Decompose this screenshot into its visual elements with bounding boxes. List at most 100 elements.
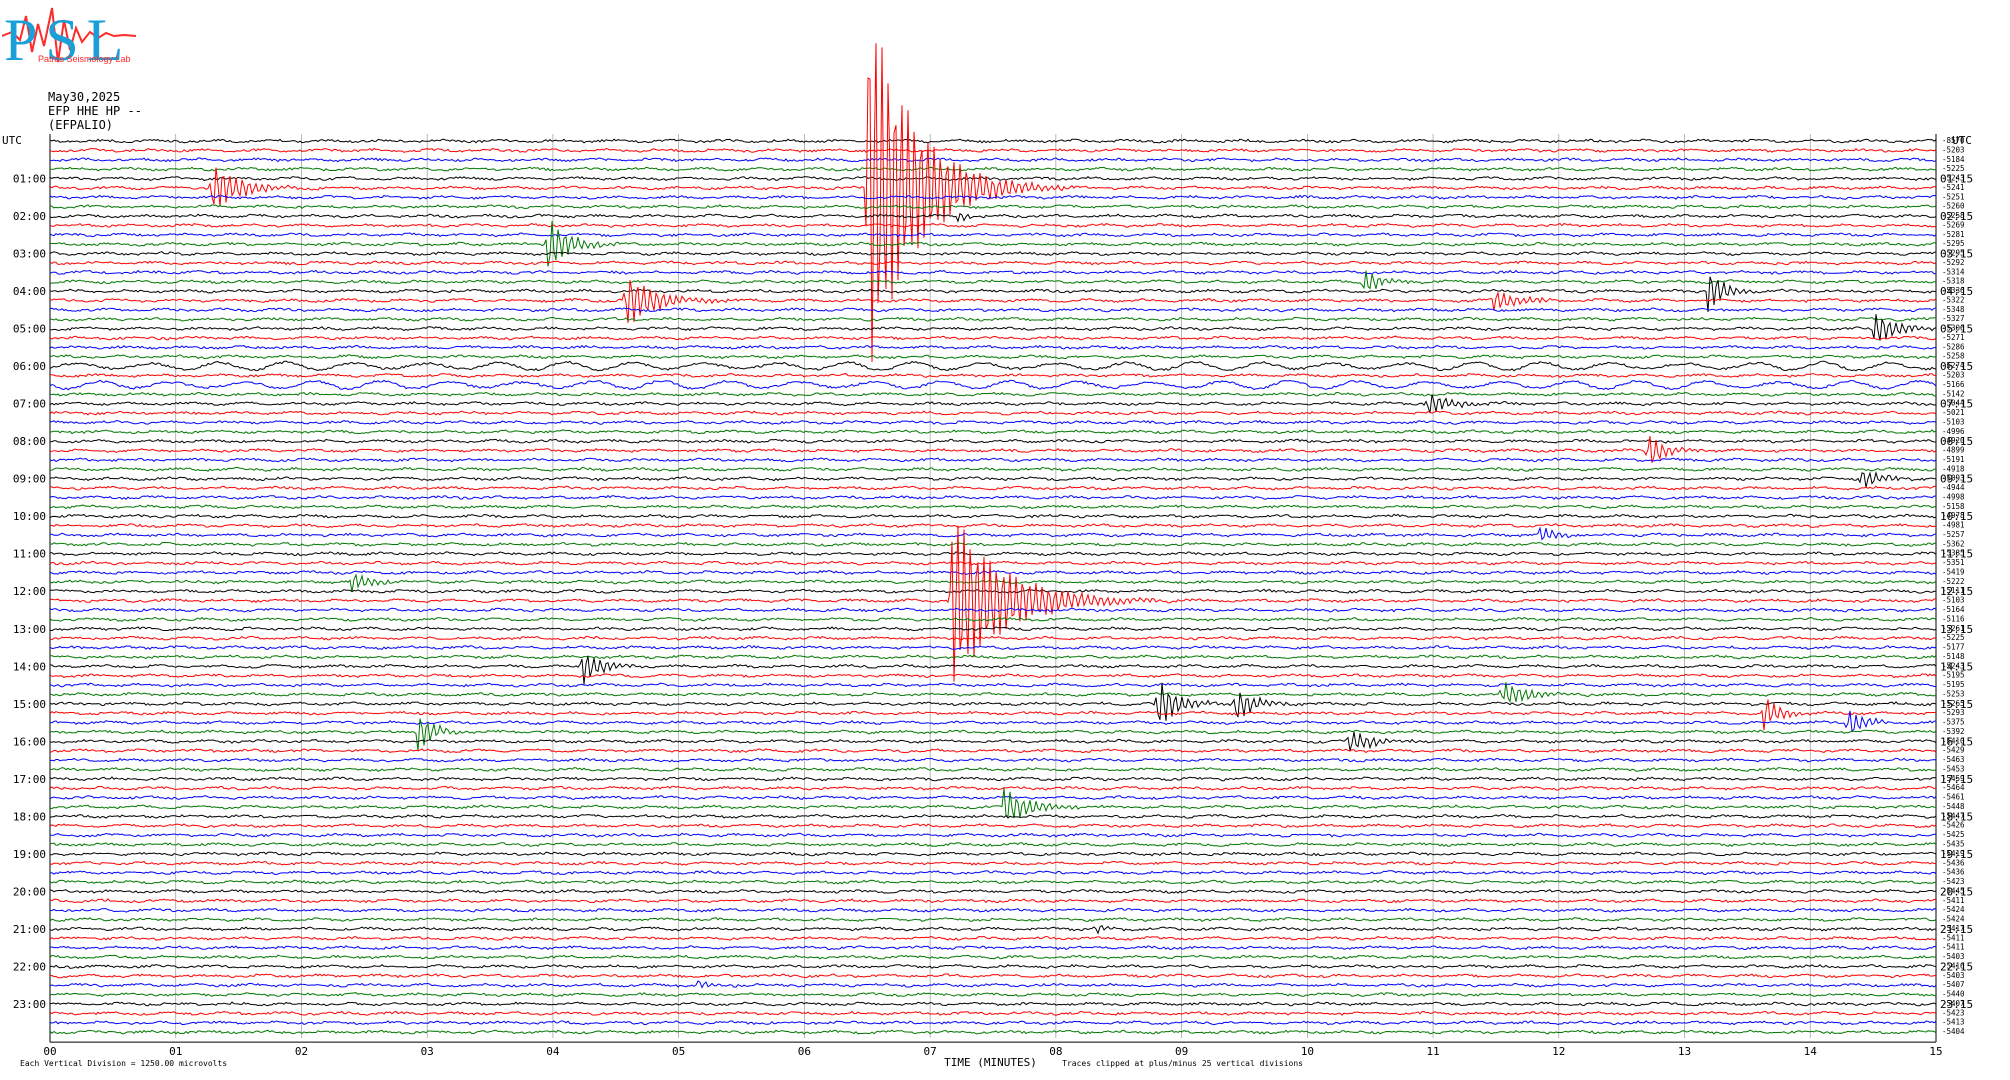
seismic-trace <box>49 513 1937 519</box>
seismic-trace <box>49 523 1937 529</box>
trace-offset-label: -5351 <box>1942 558 1965 567</box>
trace-offset-label: -5419 <box>1942 849 1965 858</box>
seismic-trace <box>50 526 1937 541</box>
hour-label-left: 21:00 <box>13 923 46 936</box>
seismic-trace <box>49 795 1937 801</box>
seismic-trace <box>50 832 1936 838</box>
trace-offset-label: -5348 <box>1942 305 1965 314</box>
seismic-trace <box>49 429 1937 435</box>
trace-offset-label: -5436 <box>1942 858 1965 867</box>
seismic-trace <box>49 954 1937 960</box>
trace-offset-label: -5281 <box>1942 230 1965 239</box>
hour-label-right: 04:15 <box>1940 285 1973 298</box>
x-tick-label: 00 <box>43 1045 56 1058</box>
seismic-trace <box>49 935 1937 941</box>
trace-offset-label: -5440 <box>1942 990 1965 999</box>
seismic-trace <box>49 470 1937 488</box>
seismic-trace <box>49 494 1936 501</box>
trace-offset-label: -5314 <box>1942 267 1965 276</box>
seismic-trace <box>49 232 1937 238</box>
hour-label-right: 21:15 <box>1940 923 1973 936</box>
scale-note: Each Vertical Division = 1250.00 microvo… <box>20 1059 227 1068</box>
seismic-trace <box>49 372 1937 379</box>
hour-label-left: 11:00 <box>13 548 46 561</box>
hour-label-right: 05:15 <box>1940 323 1973 336</box>
trace-offset-label: -5158 <box>1942 502 1965 511</box>
hour-label-left: 05:00 <box>13 323 46 336</box>
channel-code: EFP HHE HP -- <box>48 104 142 118</box>
x-axis-title: TIME (MINUTES) <box>944 1056 1037 1069</box>
right-timezone-label: UTC <box>1952 134 1972 147</box>
seismic-trace <box>49 222 1937 228</box>
trace-offset-label: -8570 <box>1942 136 1965 145</box>
trace-offset-label: -5292 <box>1942 258 1965 267</box>
trace-offset-label: -5260 <box>1942 202 1965 211</box>
seismic-trace <box>49 588 1937 594</box>
hour-label-right: 20:15 <box>1940 885 1973 898</box>
seismic-trace <box>49 394 1937 414</box>
x-tick-label: 03 <box>421 1045 434 1058</box>
trace-offset-label: -5177 <box>1942 643 1965 652</box>
seismic-trace <box>49 963 1937 969</box>
seismic-trace <box>49 344 1936 350</box>
hour-label-left: 18:00 <box>13 810 46 823</box>
seismic-trace <box>49 276 1937 313</box>
seismic-trace <box>49 731 1937 751</box>
seismic-trace <box>49 270 1937 290</box>
trace-offset-label: -5448 <box>1942 802 1965 811</box>
trace-offset-label: -5293 <box>1942 708 1965 717</box>
seismic-trace <box>50 656 1937 685</box>
seismic-trace <box>49 682 1937 688</box>
hour-label-left: 02:00 <box>13 210 46 223</box>
trace-offset-label: -5295 <box>1942 239 1965 248</box>
seismic-trace <box>49 212 1937 223</box>
seismic-trace <box>49 43 1937 363</box>
seismic-trace <box>49 654 1937 660</box>
trace-offset-label: -5464 <box>1942 783 1965 792</box>
hour-label-left: 06:00 <box>13 360 46 373</box>
trace-offset-label: -5425 <box>1942 830 1965 839</box>
seismic-trace <box>49 379 1937 391</box>
trace-offset-label: -5103 <box>1942 596 1965 605</box>
trace-offset-label: -5362 <box>1942 539 1965 548</box>
seismic-trace <box>49 992 1937 997</box>
trace-offset-label: -5191 <box>1942 455 1965 464</box>
seismic-trace <box>49 757 1937 763</box>
trace-offset-label: -5413 <box>1942 1018 1965 1027</box>
trace-offset-label: -5410 <box>1942 736 1965 745</box>
seismic-trace <box>49 907 1937 913</box>
seismic-trace <box>49 457 1937 463</box>
hour-label-right: 11:15 <box>1940 548 1973 561</box>
seismic-trace <box>49 419 1937 425</box>
hour-label-right: 17:15 <box>1940 773 1973 786</box>
seismic-trace <box>49 354 1937 360</box>
trace-offset-label: -5116 <box>1942 614 1965 623</box>
trace-offset-label: -5142 <box>1942 389 1965 398</box>
hour-label-left: 17:00 <box>13 773 46 786</box>
hour-label-right: 02:15 <box>1940 210 1973 223</box>
trace-offset-label: -5327 <box>1942 314 1965 323</box>
hour-label-left: 07:00 <box>13 398 46 411</box>
trace-offset-label: -5044 <box>1942 399 1965 408</box>
x-tick-label: 15 <box>1929 1045 1942 1058</box>
seismic-trace <box>49 710 1937 733</box>
trace-offset-label: -5403 <box>1942 952 1965 961</box>
hour-label-left: 10:00 <box>13 510 46 523</box>
trace-offset-label: -5404 <box>1942 1027 1965 1036</box>
trace-offset-label: -5463 <box>1942 755 1965 764</box>
trace-offset-label: -5203 <box>1942 371 1965 380</box>
record-date: May30,2025 <box>48 90 121 104</box>
seismic-trace <box>49 260 1937 266</box>
trace-offset-label: -5416 <box>1942 961 1965 970</box>
seismic-trace <box>49 360 1937 372</box>
x-tick-label: 10 <box>1301 1045 1314 1058</box>
x-tick-label: 01 <box>169 1045 182 1058</box>
hour-label-right: 06:15 <box>1940 360 1973 373</box>
trace-offset-label: -5265 <box>1942 699 1965 708</box>
trace-offset-label: -5257 <box>1942 530 1965 539</box>
x-tick-label: 05 <box>672 1045 685 1058</box>
x-tick-label: 12 <box>1552 1045 1565 1058</box>
hour-label-left: 09:00 <box>13 473 46 486</box>
hour-label-left: 15:00 <box>13 698 46 711</box>
